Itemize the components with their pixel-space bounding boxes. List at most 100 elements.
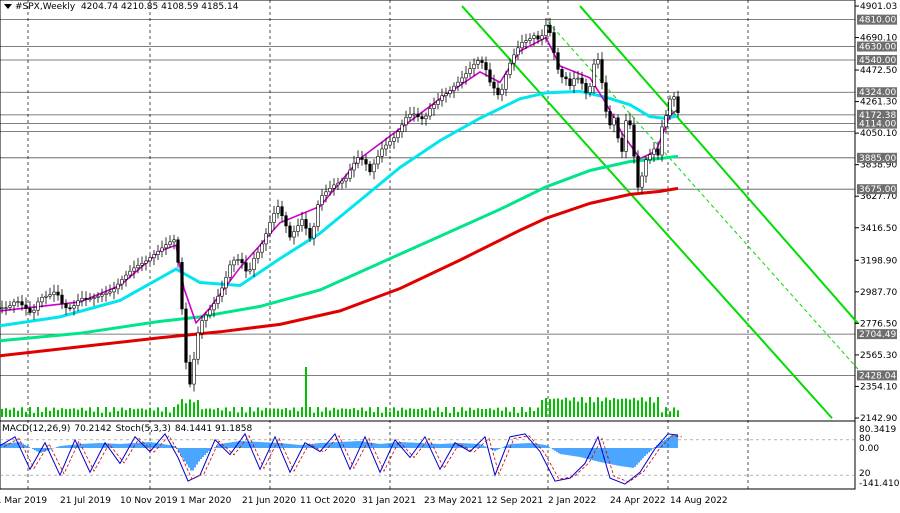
candle-body — [408, 114, 412, 118]
macd-hist-bar — [568, 448, 570, 456]
macd-hist-bar — [176, 448, 178, 450]
macd-hist-bar — [60, 445, 62, 448]
price-tick-label: 4261.30 — [860, 98, 897, 108]
volume-bar — [617, 399, 619, 417]
level-label-box — [857, 14, 897, 25]
candle-body — [64, 303, 68, 309]
volume-bar — [549, 399, 551, 417]
candle-body — [352, 162, 356, 171]
macd-hist-bar — [444, 443, 446, 448]
macd-hist-bar — [608, 448, 610, 464]
price-tick-label: 2354.10 — [860, 382, 897, 392]
candle-body — [20, 301, 24, 306]
candle-body — [100, 294, 104, 297]
volume-bar — [669, 411, 671, 417]
indicator-axis-label: 80 — [859, 434, 871, 444]
candle-body — [312, 226, 316, 239]
macd-hist-bar — [152, 442, 154, 448]
macd-hist-bar — [44, 448, 46, 452]
macd-hist-bar — [576, 448, 578, 457]
volume-bar — [469, 407, 471, 417]
macd-hist-bar — [218, 444, 220, 448]
volume-bar — [565, 397, 567, 417]
macd-hist-bar — [384, 443, 386, 448]
macd-hist-bar — [586, 448, 588, 459]
volume-bar — [129, 408, 131, 417]
candle-body — [624, 120, 628, 152]
candle-body — [96, 295, 100, 298]
volume-bar — [425, 409, 427, 417]
ema-slow1-line — [0, 154, 679, 343]
candle-body — [268, 222, 272, 235]
macd-hist-bar — [28, 446, 30, 448]
macd-hist-bar — [358, 441, 360, 448]
macd-hist-bar — [416, 442, 418, 448]
volume-bar — [501, 410, 503, 417]
candle-body — [60, 294, 64, 304]
volume-bar — [405, 409, 407, 417]
price-tick-label: 2987.70 — [860, 288, 897, 298]
macd-hist-bar — [116, 443, 118, 448]
macd-hist-bar — [174, 446, 176, 448]
candle-body — [400, 124, 404, 132]
price-axis: 4901.03 4690.10 4472.50 4261.30 4050.10 3838.… — [855, 2, 900, 489]
candle-body — [244, 262, 248, 272]
macd-hist-bar — [74, 444, 76, 448]
candle-body — [152, 254, 156, 259]
volume-bar — [601, 401, 603, 417]
macd-hist-bar — [230, 442, 232, 448]
macd-hist-bar — [674, 434, 676, 448]
candle-body — [108, 291, 112, 294]
volume-bar — [581, 397, 583, 417]
macd-hist-bar — [258, 441, 260, 448]
macd-hist-bar — [406, 442, 408, 448]
macd-hist-bar — [548, 446, 550, 448]
candle-body — [200, 320, 204, 334]
macd-hist-bar — [484, 446, 486, 448]
candle-body — [620, 137, 624, 152]
candle-body — [460, 77, 464, 83]
volume-bar — [657, 397, 659, 417]
candle-body — [396, 131, 400, 139]
volume-bar — [417, 409, 419, 417]
indicator-axis-label: 20 — [859, 469, 871, 479]
volume-bar — [341, 408, 343, 417]
volume-bar — [413, 408, 415, 417]
macd-hist-bar — [146, 442, 148, 448]
macd-hist-bar — [668, 436, 670, 448]
volume-bar — [257, 407, 259, 417]
candle-body — [444, 93, 448, 97]
candle-body — [136, 264, 140, 269]
level-label: 4630.00 — [859, 43, 896, 53]
volume-bar — [365, 411, 367, 417]
macd-hist-bar — [34, 448, 36, 451]
macd-hist-bar — [36, 448, 38, 452]
macd-hist-bar — [160, 443, 162, 448]
macd-hist-bar — [314, 443, 316, 448]
stoch-label: Stoch(5,3,3) — [115, 424, 171, 434]
candle-body — [32, 309, 36, 313]
candle-body — [540, 35, 544, 40]
macd-hist-bar — [530, 443, 532, 448]
volume-bar — [309, 407, 311, 417]
volume-bar — [121, 407, 123, 417]
macd-hist-bar — [672, 435, 674, 448]
price-tick-label: 4050.10 — [860, 129, 897, 139]
macd-hist-bar — [394, 442, 396, 448]
volume-bar — [165, 407, 167, 417]
macd-hist-bar — [46, 448, 48, 451]
macd-hist-bar — [172, 445, 174, 448]
macd-hist-bar — [564, 448, 566, 455]
macd-hist-bar — [380, 443, 382, 448]
volume-bar — [225, 407, 227, 417]
candle-body — [264, 233, 268, 245]
candle-body — [492, 81, 496, 89]
volume-bar — [273, 408, 275, 417]
volume-bar — [321, 411, 323, 417]
collapse-triangle-icon[interactable] — [4, 4, 12, 9]
volume-bar — [141, 408, 143, 417]
macd-hist-bar — [574, 448, 576, 457]
macd-hist-bar — [316, 443, 318, 448]
volume-bar — [393, 407, 395, 417]
